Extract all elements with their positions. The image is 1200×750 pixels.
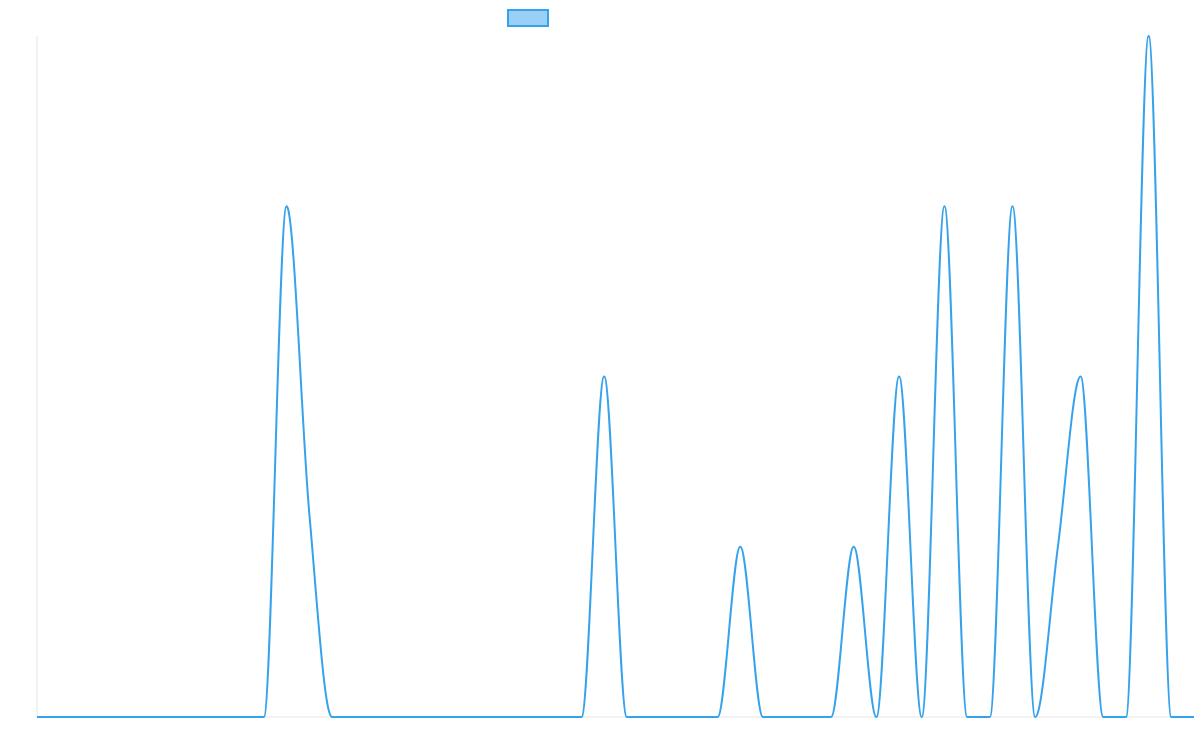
series-line-0: [36, 35, 1194, 719]
series-layer: [36, 35, 1194, 719]
legend-swatch[interactable]: [507, 9, 549, 27]
legend[interactable]: [507, 9, 549, 27]
